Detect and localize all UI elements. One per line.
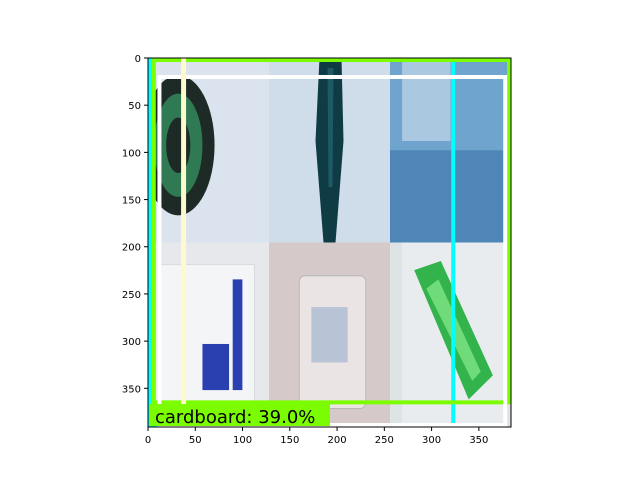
y-axis: 0 50 100 150 200 250 300 350 (122, 54, 148, 395)
detection-box (181, 58, 187, 427)
detection-label-background (150, 404, 330, 426)
y-tick-label: 100 (122, 148, 141, 159)
tile-blue-box (390, 58, 511, 243)
x-tick-label: 250 (375, 435, 394, 446)
tile-green-bottle (390, 242, 511, 427)
detection-box (151, 58, 511, 405)
image-mosaic (148, 58, 511, 427)
y-tick-label: 200 (122, 243, 141, 254)
x-tick-label: 100 (233, 435, 252, 446)
x-tick-label: 50 (189, 435, 202, 446)
y-tick-label: 350 (122, 384, 141, 395)
y-tick-label: 150 (122, 196, 141, 207)
tile-white-package (148, 242, 269, 427)
detection-box (157, 74, 508, 427)
x-axis: 0 50 100 150 200 250 300 350 (145, 427, 488, 446)
x-tick-label: 350 (469, 435, 488, 446)
detection-boxes (148, 58, 511, 427)
y-tick-label: 0 (135, 54, 141, 65)
y-tick-label: 300 (122, 337, 141, 348)
x-tick-label: 200 (328, 435, 347, 446)
y-tick-label: 50 (128, 101, 141, 112)
detection-label-text: cardboard: 39.0% (155, 407, 315, 428)
tile-plastic-container (269, 242, 390, 427)
x-tick-label: 300 (422, 435, 441, 446)
x-tick-label: 150 (280, 435, 299, 446)
detection-label: cardboard: 39.0% (150, 404, 330, 428)
axes-frame (147, 57, 512, 428)
x-tick-label: 0 (145, 435, 151, 446)
y-tick-label: 250 (122, 290, 141, 301)
tile-dark-bottle (269, 58, 390, 243)
